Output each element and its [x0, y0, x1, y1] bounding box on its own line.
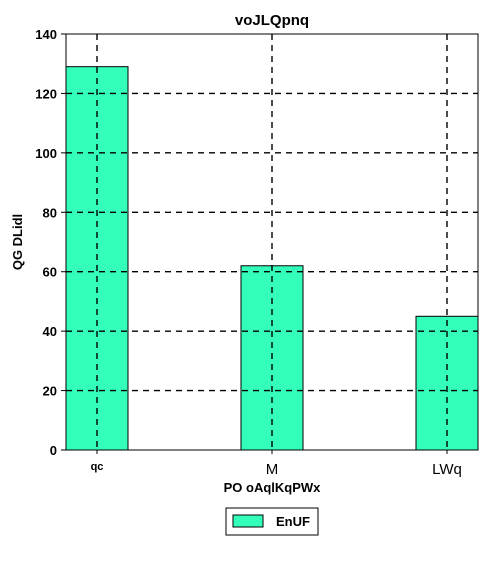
y-tick-label: 40	[43, 324, 57, 339]
y-tick-label: 120	[35, 86, 57, 101]
x-axis-ticks: qc M LWq	[91, 450, 462, 478]
y-tick-label: 140	[35, 27, 57, 42]
y-tick-label: 0	[50, 443, 57, 458]
chart-title: voJLQpnq	[235, 12, 309, 29]
y-tick-label: 80	[43, 205, 57, 220]
y-tick-label: 60	[43, 265, 57, 280]
grid-lines	[66, 34, 478, 450]
x-tick-label: M	[266, 461, 279, 478]
y-axis-label: QG DLidl	[10, 214, 25, 270]
y-axis-ticks: 0 20 40 60 80 100 120 140	[35, 27, 66, 458]
x-tick-label: qc	[91, 461, 104, 473]
legend: EnUF	[225, 507, 319, 536]
legend-swatch	[232, 514, 264, 528]
y-tick-label: 20	[43, 384, 57, 399]
y-tick-label: 100	[35, 146, 57, 161]
legend-label: EnUF	[276, 514, 310, 529]
x-tick-label: LWq	[432, 461, 462, 478]
bar	[415, 315, 479, 451]
x-axis-label: PO oAqlKqPWx	[224, 480, 322, 495]
